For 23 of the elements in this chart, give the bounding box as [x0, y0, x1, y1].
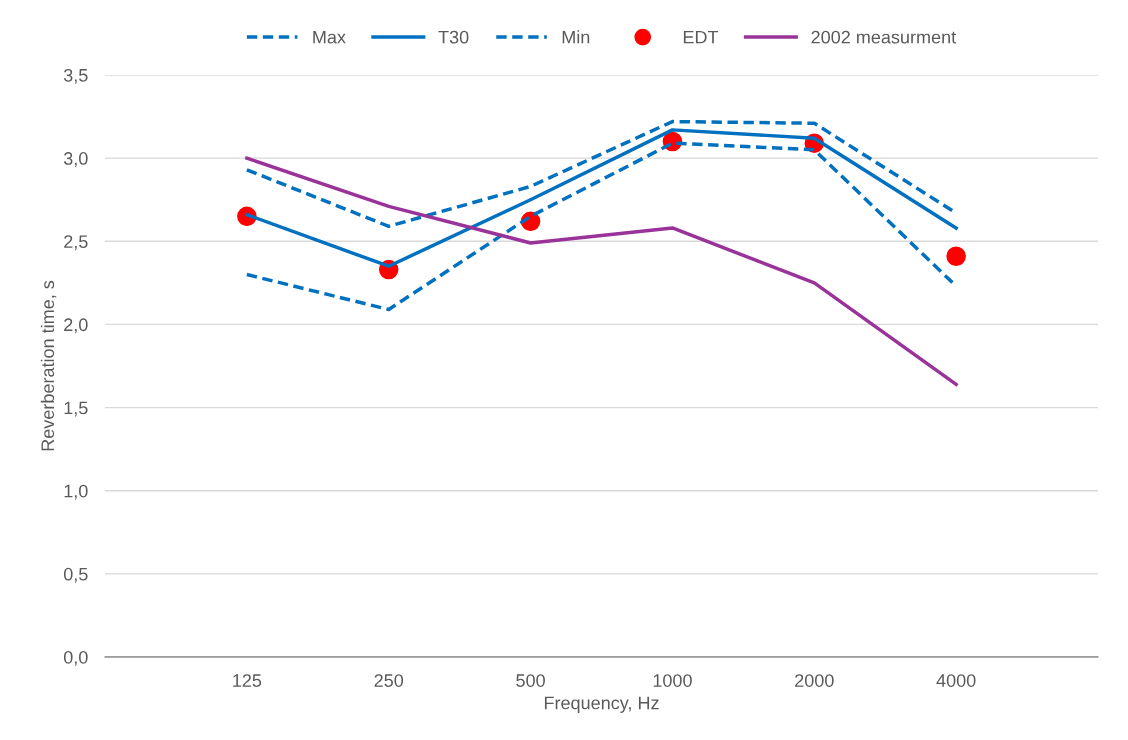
- y-tick-label: 1,5: [64, 401, 88, 417]
- legend-label: Max: [313, 30, 346, 44]
- y-tick-label: 0,5: [63, 567, 88, 583]
- x-tick-label: 1000: [653, 674, 692, 687]
- legend-label: EDT: [683, 30, 719, 44]
- y-axis-title: Reverberation time, s: [40, 280, 57, 451]
- y-tick-label: 3,5: [63, 68, 88, 84]
- x-tick-label: 500: [516, 674, 545, 687]
- legend-label: Min: [562, 30, 590, 44]
- legend-label: T30: [438, 30, 469, 44]
- y-tick-label: 1,0: [64, 484, 88, 500]
- x-tick-label: 125: [233, 674, 262, 687]
- line-series: [245, 156, 958, 387]
- x-tick-label: 4000: [936, 674, 976, 687]
- x-tick-label: 250: [374, 674, 404, 687]
- y-tick-label: 2,5: [64, 235, 88, 251]
- point: [946, 246, 966, 267]
- y-tick-label: 3,0: [63, 152, 88, 167]
- legend-label: 2002 measurment: [811, 30, 957, 44]
- y-tick-label: 2,0: [64, 318, 88, 334]
- y-tick-label: 0,0: [63, 650, 88, 666]
- x-tick-label: 2000: [795, 674, 834, 687]
- x-axis-title: Frequency, Hz: [544, 696, 659, 713]
